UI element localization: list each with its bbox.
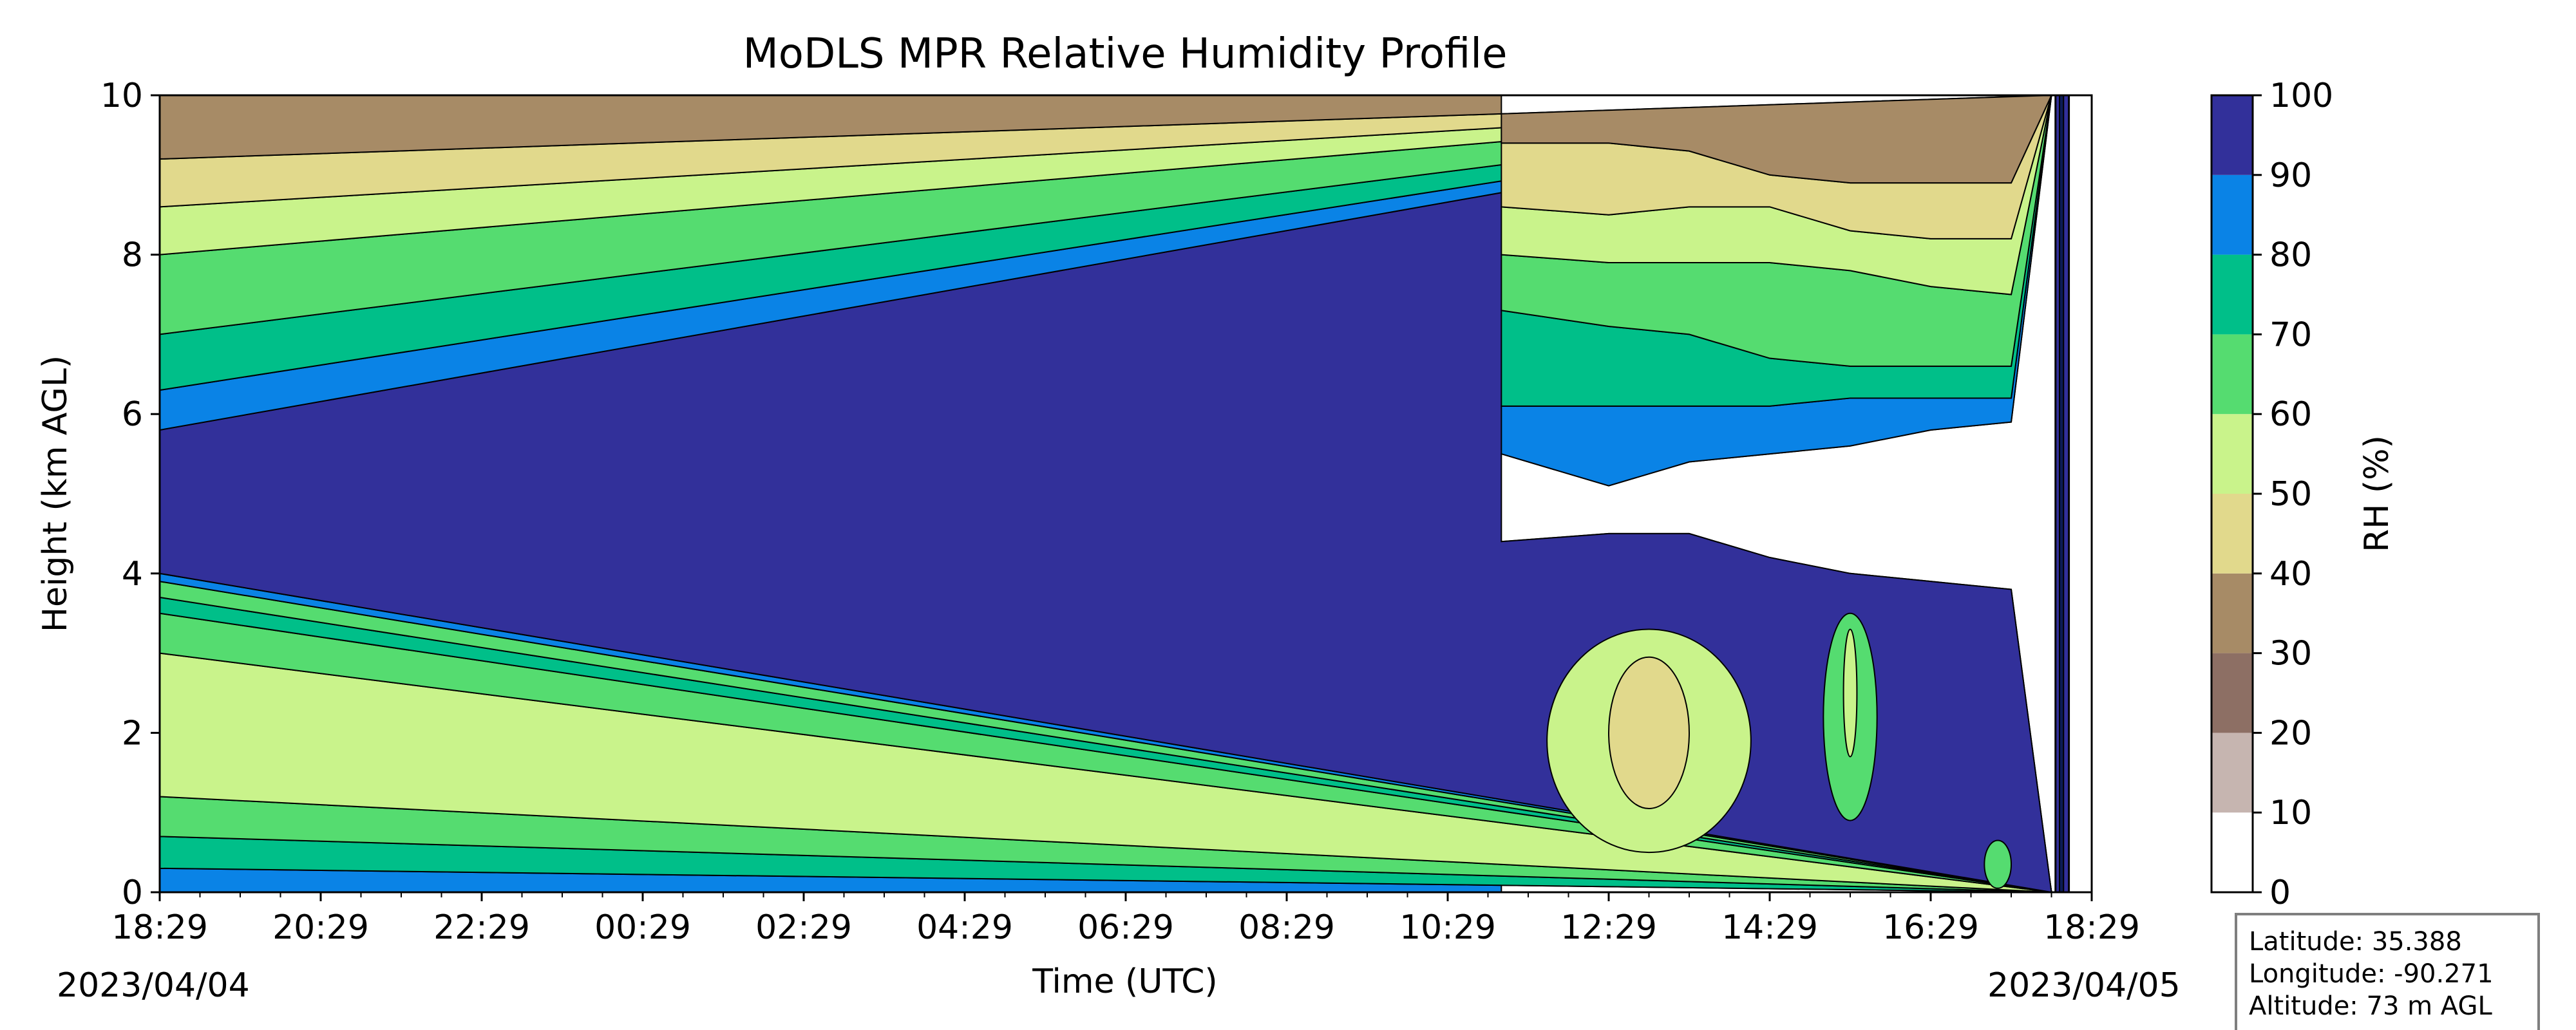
x-axis: 18:29 20:29 22:29 00:29 02:29 04:29 06:29 08:29… — [111, 892, 2140, 947]
colorbar-tick-label: 20 — [2269, 714, 2312, 753]
latitude-text: Latitude: 35.388 — [2249, 927, 2462, 957]
colorbar-tick-label: 50 — [2269, 475, 2312, 514]
colorbar-tick-label: 60 — [2269, 395, 2312, 434]
x-tick-label: 14:29 — [1721, 908, 1818, 947]
x-tick-label: 08:29 — [1238, 908, 1335, 947]
rh-contour-band — [160, 95, 2052, 184]
colorbar-tick-label: 70 — [2269, 315, 2312, 354]
colorbar: 0 10 20 30 40 50 60 70 80 90 100 — [2210, 77, 2333, 912]
colorbar-swatch — [2211, 174, 2253, 255]
y-axis: 0 2 4 6 8 10 — [100, 77, 160, 912]
colorbar-label: RH (%) — [2358, 435, 2396, 552]
x-tick-label: 16:29 — [1882, 908, 1979, 947]
rh-contour-pocket — [1984, 839, 2012, 889]
rh-contour-field — [160, 95, 2070, 892]
colorbar-tick-label: 90 — [2269, 156, 2312, 195]
colorbar-tick-label: 0 — [2269, 874, 2291, 912]
station-info-box: Latitude: 35.388 Longitude: -90.271 Alti… — [2235, 913, 2540, 1030]
end-date-label: 2023/04/05 — [1987, 966, 2181, 1005]
y-tick-label: 2 — [122, 714, 143, 753]
y-axis-label: Height (km AGL) — [36, 355, 75, 632]
x-tick-label: 02:29 — [755, 908, 852, 947]
colorbar-swatch — [2211, 653, 2253, 733]
colorbar-swatch — [2211, 573, 2253, 653]
x-tick-label: 18:29 — [111, 908, 208, 947]
x-tick-label: 18:29 — [2043, 908, 2140, 947]
colorbar-tick-label: 30 — [2269, 635, 2312, 673]
colorbar-swatch — [2211, 414, 2253, 494]
y-tick-label: 0 — [122, 874, 143, 912]
y-tick-label: 6 — [122, 395, 143, 434]
chart-title: MoDLS MPR Relative Humidity Profile — [743, 30, 1508, 78]
x-tick-label: 20:29 — [272, 908, 369, 947]
x-tick-label: 22:29 — [433, 908, 530, 947]
colorbar-swatch — [2211, 95, 2253, 175]
rh-contour-pocket — [1842, 628, 1858, 758]
colorbar-tick-label: 10 — [2269, 794, 2312, 832]
x-tick-label: 04:29 — [916, 908, 1013, 947]
x-tick-label: 00:29 — [594, 908, 691, 947]
x-tick-label: 12:29 — [1560, 908, 1657, 947]
x-tick-label: 06:29 — [1077, 908, 1174, 947]
colorbar-swatch — [2211, 334, 2253, 415]
x-axis-label: Time (UTC) — [1032, 962, 1217, 1001]
longitude-text: Longitude: -90.271 — [2249, 959, 2494, 989]
colorbar-swatch — [2211, 812, 2253, 892]
start-date-label: 2023/04/04 — [57, 966, 250, 1005]
colorbar-swatch — [2211, 733, 2253, 813]
rh-saturated-core — [2059, 95, 2065, 892]
x-tick-label: 10:29 — [1399, 908, 1496, 947]
y-tick-label: 10 — [100, 77, 143, 115]
colorbar-swatch — [2211, 254, 2253, 335]
colorbar-tick-label: 40 — [2269, 555, 2312, 594]
rh-contour-pocket — [1608, 656, 1690, 810]
y-tick-label: 8 — [122, 236, 143, 275]
colorbar-swatch — [2211, 494, 2253, 574]
colorbar-tick-label: 80 — [2269, 236, 2312, 275]
altitude-text: Altitude: 73 m AGL — [2249, 991, 2492, 1021]
colorbar-tick-label: 100 — [2269, 77, 2333, 115]
y-tick-label: 4 — [122, 555, 143, 594]
